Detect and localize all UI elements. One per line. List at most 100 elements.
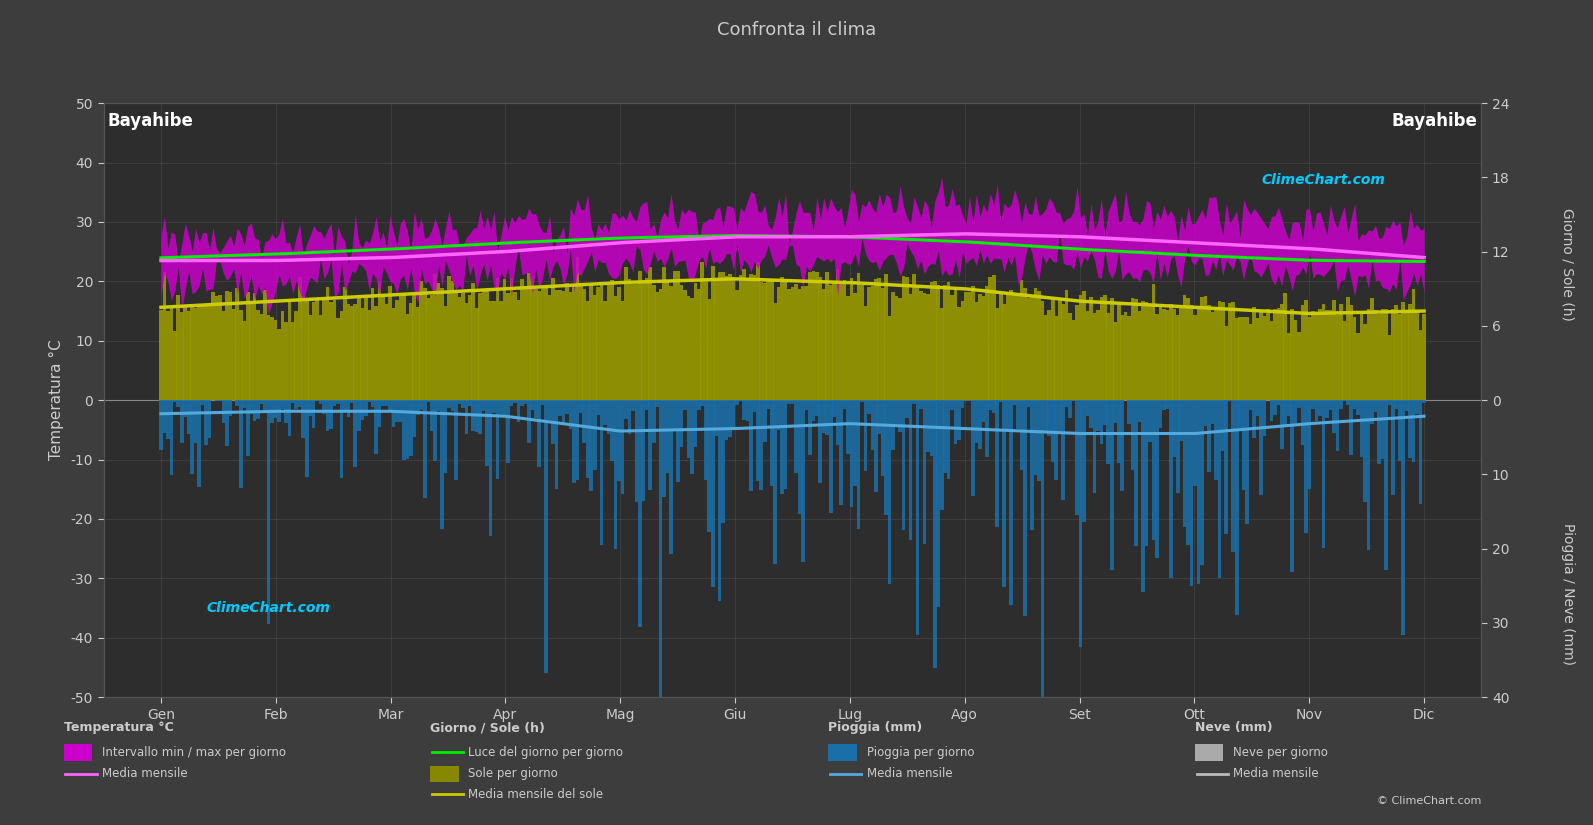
Bar <box>672 271 677 400</box>
Bar <box>198 400 201 487</box>
Bar <box>1128 400 1131 425</box>
Bar <box>690 400 693 474</box>
Bar <box>777 400 781 431</box>
Bar <box>687 296 690 400</box>
Bar <box>312 301 315 400</box>
Bar <box>201 305 204 400</box>
Bar <box>867 287 871 400</box>
Bar <box>1034 400 1037 475</box>
Bar <box>1093 400 1096 493</box>
Bar <box>795 400 798 473</box>
Bar <box>652 285 656 400</box>
Bar <box>236 288 239 400</box>
Bar <box>1394 305 1399 400</box>
Bar <box>1176 315 1179 400</box>
Bar <box>1099 297 1104 400</box>
Bar <box>384 400 389 406</box>
Bar <box>436 400 440 411</box>
Bar <box>1040 400 1043 787</box>
Bar <box>1172 309 1176 400</box>
Bar <box>660 400 663 825</box>
Bar <box>537 400 542 467</box>
Bar <box>972 286 975 400</box>
Bar <box>652 400 656 443</box>
Bar <box>166 311 170 400</box>
Text: Luce del giorno per giorno: Luce del giorno per giorno <box>468 746 623 759</box>
Bar <box>499 301 503 400</box>
Bar <box>731 276 736 400</box>
Bar <box>1043 400 1048 431</box>
Bar <box>763 283 766 400</box>
Bar <box>1391 309 1394 400</box>
Bar <box>1346 400 1349 405</box>
Bar <box>981 400 984 422</box>
Bar <box>1051 297 1055 400</box>
Bar <box>1172 400 1176 457</box>
Bar <box>1082 290 1086 400</box>
Bar <box>967 292 972 400</box>
Bar <box>1048 400 1051 436</box>
Bar <box>280 400 284 408</box>
Bar <box>863 400 867 471</box>
Bar <box>1184 400 1187 526</box>
Bar <box>1134 400 1137 546</box>
Bar <box>389 286 392 400</box>
Bar <box>253 293 256 400</box>
Bar <box>728 274 731 400</box>
Bar <box>395 400 398 422</box>
Bar <box>1099 400 1104 444</box>
Bar <box>849 400 854 507</box>
Bar <box>1284 293 1287 400</box>
Bar <box>1090 400 1093 428</box>
Bar <box>444 306 448 400</box>
Bar <box>992 400 996 413</box>
Bar <box>1419 330 1423 400</box>
Bar <box>1193 400 1196 486</box>
Bar <box>604 400 607 425</box>
Bar <box>863 305 867 400</box>
Bar <box>687 400 690 458</box>
Bar <box>242 321 245 400</box>
Bar <box>854 400 857 486</box>
Bar <box>680 400 683 447</box>
Bar <box>221 400 225 423</box>
Bar <box>221 311 225 400</box>
Bar <box>666 280 669 400</box>
Bar <box>1207 400 1211 472</box>
Bar <box>1322 304 1325 400</box>
Bar <box>1166 309 1169 400</box>
Bar <box>790 287 795 400</box>
Bar <box>162 271 166 400</box>
Bar <box>1031 400 1034 530</box>
Bar <box>228 292 233 400</box>
Bar <box>1061 304 1066 400</box>
Bar <box>1276 308 1281 400</box>
Bar <box>1402 400 1405 635</box>
Bar <box>1364 324 1367 400</box>
Bar <box>1155 400 1158 559</box>
Bar <box>225 291 229 400</box>
Bar <box>710 400 715 587</box>
Bar <box>274 320 277 400</box>
Bar <box>766 400 769 408</box>
Bar <box>465 400 468 434</box>
Bar <box>825 400 828 436</box>
Bar <box>1388 400 1391 405</box>
Bar <box>1376 400 1381 464</box>
Bar <box>336 400 339 404</box>
Bar <box>875 400 878 492</box>
Bar <box>1166 400 1169 409</box>
Bar <box>951 295 954 400</box>
Bar <box>946 400 951 478</box>
Bar <box>507 294 510 400</box>
Bar <box>1276 400 1281 405</box>
Bar <box>1225 400 1228 534</box>
Bar <box>1190 400 1193 587</box>
Bar <box>284 400 288 423</box>
Bar <box>1270 322 1273 400</box>
Bar <box>1317 400 1322 416</box>
Bar <box>260 314 263 400</box>
Bar <box>392 400 395 427</box>
Bar <box>999 400 1002 403</box>
Bar <box>1290 400 1294 573</box>
